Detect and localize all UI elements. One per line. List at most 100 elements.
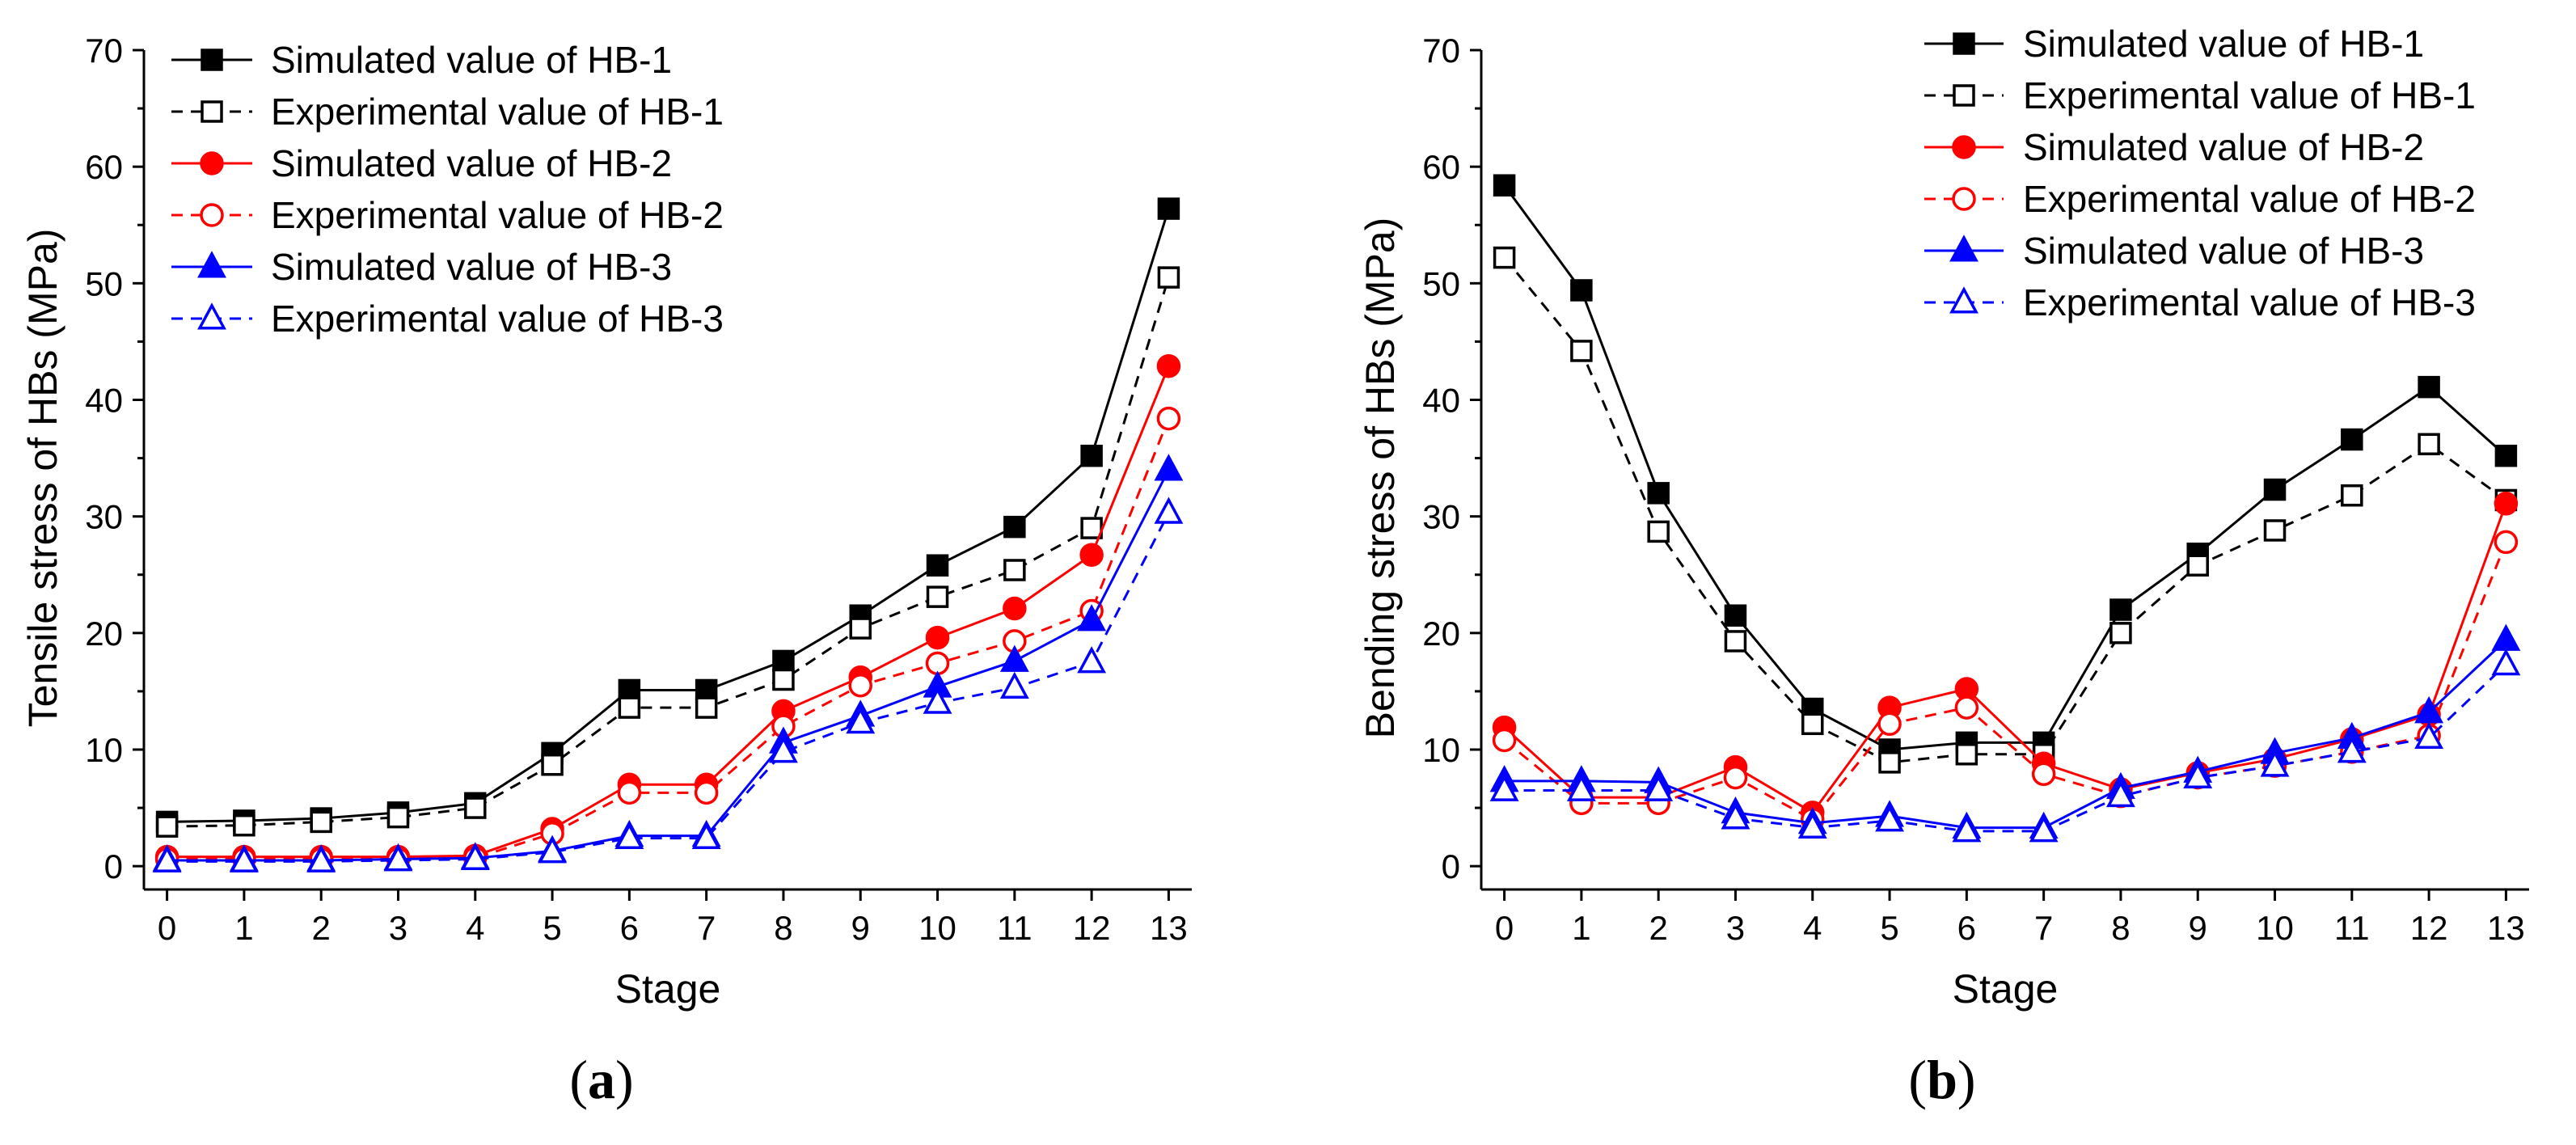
data-point	[2414, 721, 2444, 750]
data-point	[2263, 478, 2287, 501]
legend-marker	[197, 251, 226, 278]
series-line	[167, 365, 1170, 859]
series-1	[1493, 174, 2518, 761]
data-point	[2418, 375, 2440, 399]
series-line	[1504, 663, 2507, 833]
y-tick-label: 70	[1422, 32, 1460, 70]
data-point	[1955, 743, 1978, 766]
data-point	[152, 845, 182, 872]
legend-marker	[197, 302, 226, 330]
y-tick-label: 20	[1422, 615, 1460, 653]
data-point	[1570, 279, 1593, 302]
x-tick-label: 12	[2410, 909, 2448, 947]
series-2	[1493, 246, 2518, 774]
panel-caption-letter: b	[1927, 1049, 1957, 1110]
series-line	[1504, 639, 2507, 830]
legend-marker	[1952, 135, 1976, 159]
data-point	[1566, 774, 1596, 801]
series-line	[167, 469, 1170, 862]
series-line	[1503, 256, 2507, 764]
x-tick-label: 5	[543, 909, 561, 947]
legend-label: Simulated value of HB-2	[2023, 126, 2424, 168]
legend-marker	[201, 100, 223, 123]
legend-marker	[1949, 286, 1978, 314]
y-axis-title: Tensile stress of HBs (MPa)	[20, 229, 65, 728]
x-tick-label: 6	[1957, 909, 1976, 947]
x-tick-label: 0	[1495, 909, 1514, 947]
x-tick-label: 1	[234, 909, 253, 947]
data-point	[848, 673, 872, 698]
y-tick-label: 70	[85, 32, 123, 70]
legend: Simulated value of HB-1 Experimental valu…	[1924, 23, 2476, 323]
series-line	[167, 418, 1170, 861]
y-tick-label: 40	[85, 382, 123, 420]
panel-caption: (a)	[569, 1049, 633, 1110]
data-point	[2491, 648, 2521, 676]
data-point	[1489, 774, 1519, 801]
x-tick-label: 13	[1150, 909, 1188, 947]
y-tick-label: 50	[1422, 264, 1460, 302]
data-point	[229, 845, 259, 872]
data-point	[923, 687, 952, 714]
data-point	[386, 805, 410, 829]
data-point	[846, 707, 876, 734]
x-tick-label: 12	[1073, 909, 1111, 947]
data-point	[2263, 519, 2287, 542]
legend-label: Experimental value of HB-1	[2023, 74, 2476, 116]
data-point	[2183, 761, 2213, 789]
x-tick-label: 3	[389, 909, 408, 947]
series-3	[1492, 492, 2519, 825]
panel-caption: (b)	[1908, 1049, 1975, 1110]
panel-caption-letter: a	[588, 1049, 615, 1110]
data-point	[999, 644, 1029, 672]
legend: Simulated value of HB-1 Experimental valu…	[171, 39, 724, 340]
legend-label: Simulated value of HB-2	[271, 142, 672, 184]
y-tick-label: 30	[1422, 498, 1460, 536]
legend-marker	[1949, 234, 1978, 262]
legend-marker	[1953, 84, 1975, 107]
data-point	[772, 649, 795, 673]
data-point	[1077, 604, 1107, 632]
legend-marker	[1953, 32, 1975, 55]
series-line	[167, 277, 1170, 828]
legend-label: Simulated value of HB-3	[271, 246, 672, 288]
data-point	[2337, 736, 2367, 763]
series-line	[1503, 503, 2507, 814]
data-point	[2494, 444, 2518, 467]
legend-label: Simulated value of HB-1	[2023, 23, 2424, 65]
data-point	[926, 554, 949, 577]
data-point	[310, 810, 332, 834]
data-point	[233, 813, 255, 837]
data-point	[1154, 454, 1184, 481]
legend-marker	[200, 151, 224, 175]
series-3	[154, 353, 1181, 869]
data-point	[849, 617, 872, 640]
data-point	[772, 668, 795, 691]
x-tick-label: 10	[2256, 909, 2294, 947]
series-line	[167, 208, 1170, 823]
legend-label: Experimental value of HB-1	[271, 91, 724, 133]
data-point	[1878, 751, 1901, 774]
series-4	[1492, 530, 2519, 832]
data-point	[1724, 604, 1747, 627]
series-6	[1489, 648, 2521, 843]
data-point	[1157, 197, 1180, 220]
x-tick-label: 6	[620, 909, 639, 947]
series-5	[152, 454, 1184, 872]
x-tick-label: 1	[1572, 909, 1590, 947]
data-point	[1493, 246, 1516, 269]
data-point	[769, 736, 798, 763]
y-tick-label: 0	[1442, 847, 1460, 885]
data-point	[2029, 815, 2059, 843]
data-point	[1156, 353, 1181, 378]
x-tick-label: 7	[2034, 909, 2053, 947]
series-5	[1489, 623, 2521, 839]
data-point	[541, 753, 564, 776]
data-point	[1077, 646, 1107, 674]
data-point	[1492, 728, 1517, 753]
data-point	[2491, 623, 2521, 651]
data-point	[925, 625, 950, 650]
